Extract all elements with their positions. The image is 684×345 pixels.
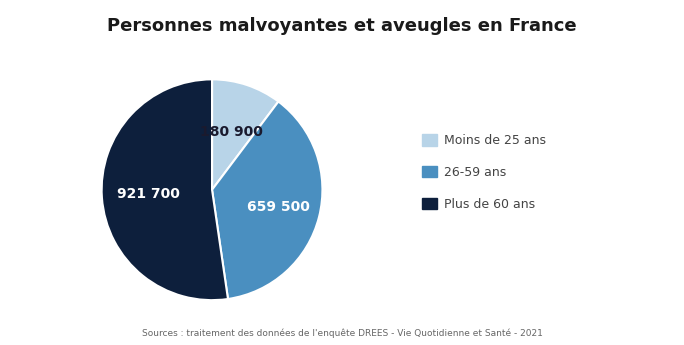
- Wedge shape: [212, 101, 322, 299]
- Text: 180 900: 180 900: [200, 125, 263, 139]
- Wedge shape: [212, 79, 278, 190]
- Wedge shape: [102, 79, 228, 300]
- Text: Personnes malvoyantes et aveugles en France: Personnes malvoyantes et aveugles en Fra…: [107, 17, 577, 35]
- Text: 921 700: 921 700: [117, 187, 180, 201]
- Legend: Moins de 25 ans, 26-59 ans, Plus de 60 ans: Moins de 25 ans, 26-59 ans, Plus de 60 a…: [417, 129, 551, 216]
- Text: Sources : traitement des données de l'enquête DREES - Vie Quotidienne et Santé -: Sources : traitement des données de l'en…: [142, 328, 542, 338]
- Text: 659 500: 659 500: [247, 200, 310, 214]
